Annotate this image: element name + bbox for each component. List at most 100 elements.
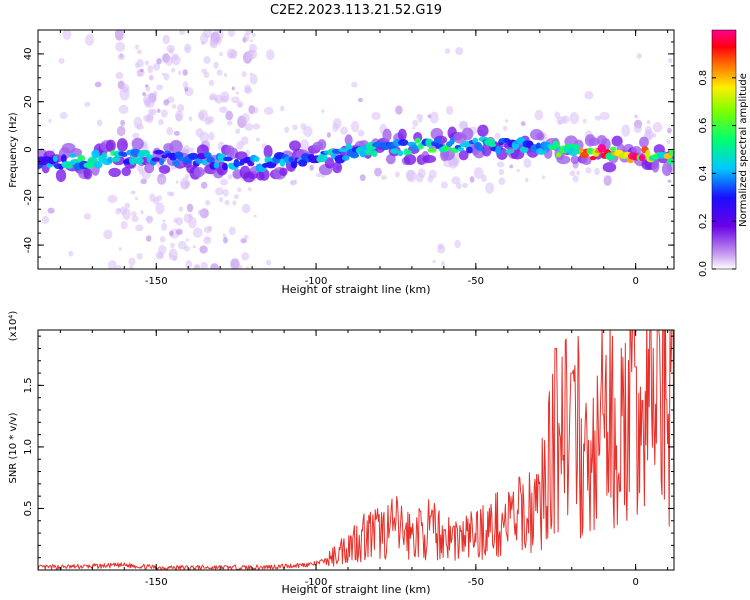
- spectrogram-noise-blob: [192, 227, 203, 238]
- snr-y-tick-label: 1.0: [23, 439, 34, 455]
- spectrogram-noise-blob: [253, 214, 257, 218]
- spectrogram-noise-blob: [309, 164, 314, 171]
- spectrogram-band-halo: [131, 137, 144, 150]
- spectrogram-noise-blob: [144, 60, 150, 66]
- spectrogram-noise-blob: [183, 245, 191, 252]
- spectrogram-noise-blob: [122, 83, 130, 94]
- spectrogram-noise-blob: [219, 52, 223, 57]
- spectrogram-band-halo: [382, 128, 392, 142]
- spectrogram-noise-blob: [124, 202, 131, 209]
- spectrogram-noise-blob: [115, 41, 126, 52]
- spectrogram-noise-blob: [185, 260, 193, 269]
- spectrogram-noise-blob: [120, 220, 128, 230]
- spectrogram-band-core: [449, 137, 455, 145]
- spectrogram-y-tick-label: -40: [23, 237, 34, 253]
- spectrogram-noise-blob: [520, 121, 526, 127]
- spectrogram-noise-blob: [235, 264, 243, 269]
- spectrogram-noise-blob: [159, 236, 166, 243]
- spectrogram-noise-blob: [351, 81, 358, 88]
- spectrogram-noise-blob: [326, 132, 331, 138]
- spectrogram-noise-blob: [290, 180, 294, 185]
- spectrogram-noise-blob: [231, 86, 235, 91]
- snr-x-label: Height of straight line (km): [281, 583, 430, 596]
- snr-frame: [37, 329, 675, 571]
- spectrogram-noise-blob: [451, 176, 461, 185]
- spectrogram-band-core: [77, 154, 86, 163]
- spectrogram-noise-blob: [585, 167, 592, 174]
- spectrogram-noise-blob: [227, 120, 233, 126]
- spectrogram-noise-blob: [176, 104, 185, 112]
- spectrogram-band-halo: [344, 134, 353, 146]
- spectrogram-noise-blob: [569, 112, 580, 124]
- snr-x-tick-label: -100: [305, 577, 328, 588]
- spectrogram-noise-blob: [169, 230, 174, 237]
- spectrogram-noise-blob: [115, 71, 124, 80]
- spectrogram-band-core: [390, 148, 399, 154]
- spectrogram-band-halo: [397, 128, 407, 141]
- spectrogram-band-core: [457, 147, 465, 152]
- spectrogram-band-core: [589, 155, 597, 161]
- spectrogram-band-core: [110, 157, 121, 162]
- spectrogram-band-core: [349, 152, 360, 159]
- spectrogram-noise-blob: [62, 30, 72, 40]
- spectrogram-noise-blob: [498, 177, 506, 185]
- spectrogram-band-core: [222, 156, 233, 162]
- spectrogram-noise-blob: [444, 48, 451, 54]
- spectrogram-noise-blob: [225, 110, 234, 121]
- spectrogram-noise-blob: [221, 95, 228, 102]
- spectrogram-noise-blob: [119, 206, 127, 215]
- spectrogram-noise-blob: [136, 49, 142, 55]
- spectrogram-band-core: [427, 147, 437, 153]
- spectrogram-band-halo: [461, 127, 474, 141]
- spectrogram-band-core: [425, 138, 434, 148]
- spectrogram-noise-blob: [156, 84, 164, 91]
- spectrogram-band-core: [406, 150, 413, 155]
- spectrogram-noise-blob: [139, 68, 144, 73]
- spectrogram-noise-blob: [162, 34, 171, 45]
- spectrogram-band-core: [151, 157, 161, 162]
- spectrogram-noise-blob: [621, 124, 631, 137]
- spectrogram-noise-blob: [145, 235, 152, 242]
- spectrogram-band-halo: [116, 138, 128, 152]
- spectrogram-noise-blob: [103, 229, 113, 240]
- spectrogram-band-core: [202, 159, 208, 165]
- spectrogram-band-core: [477, 146, 485, 152]
- spectrogram-noise-blob: [462, 182, 468, 188]
- spectrogram-noise-blob: [203, 236, 212, 245]
- spectrogram-noise-blob: [209, 95, 216, 101]
- spectrogram-noise-blob: [244, 86, 253, 95]
- spectrogram-noise-blob: [143, 115, 151, 122]
- spectrogram-band-core: [68, 153, 77, 158]
- spectrogram-band-core: [188, 152, 199, 160]
- spectrogram-noise-blob: [156, 58, 162, 65]
- spectrogram-band-core: [519, 146, 529, 154]
- spectrogram-noise-blob: [357, 97, 363, 103]
- spectrogram-noise-blob: [203, 226, 212, 234]
- spectrogram-noise-blob: [143, 97, 152, 108]
- spectrogram-band-core: [172, 160, 180, 167]
- spectrogram-noise-blob: [213, 61, 219, 69]
- spectrogram-band-core: [495, 146, 502, 155]
- spectrogram-noise-blob: [170, 191, 175, 197]
- spectrogram-noise-blob: [208, 79, 215, 87]
- spectrogram-noise-blob: [249, 73, 258, 85]
- spectrogram-noise-blob: [359, 174, 366, 182]
- spectrogram-noise-blob: [179, 177, 190, 190]
- spectrogram-noise-blob: [58, 57, 65, 64]
- spectrogram-noise-blob: [168, 48, 174, 55]
- spectrogram-band-core: [364, 148, 374, 156]
- spectrogram-noise-blob: [135, 44, 140, 50]
- spectrogram-band-core: [338, 148, 348, 153]
- spectrogram-noise-blob: [128, 265, 134, 269]
- spectrogram-noise-blob: [443, 159, 453, 168]
- spectrogram-band-halo: [105, 139, 116, 152]
- spectrogram-noise-blob: [142, 91, 147, 97]
- spectrogram-noise-blob: [406, 170, 417, 183]
- spectrogram-noise-blob: [38, 197, 41, 203]
- spectrogram-band-core: [555, 152, 562, 158]
- spectrogram-band-core: [597, 144, 607, 153]
- spectrogram-noise-blob: [178, 206, 184, 212]
- spectrogram-noise-blob: [160, 109, 168, 118]
- spectrogram-noise-blob: [182, 69, 188, 76]
- spectrogram-band-core: [371, 150, 378, 158]
